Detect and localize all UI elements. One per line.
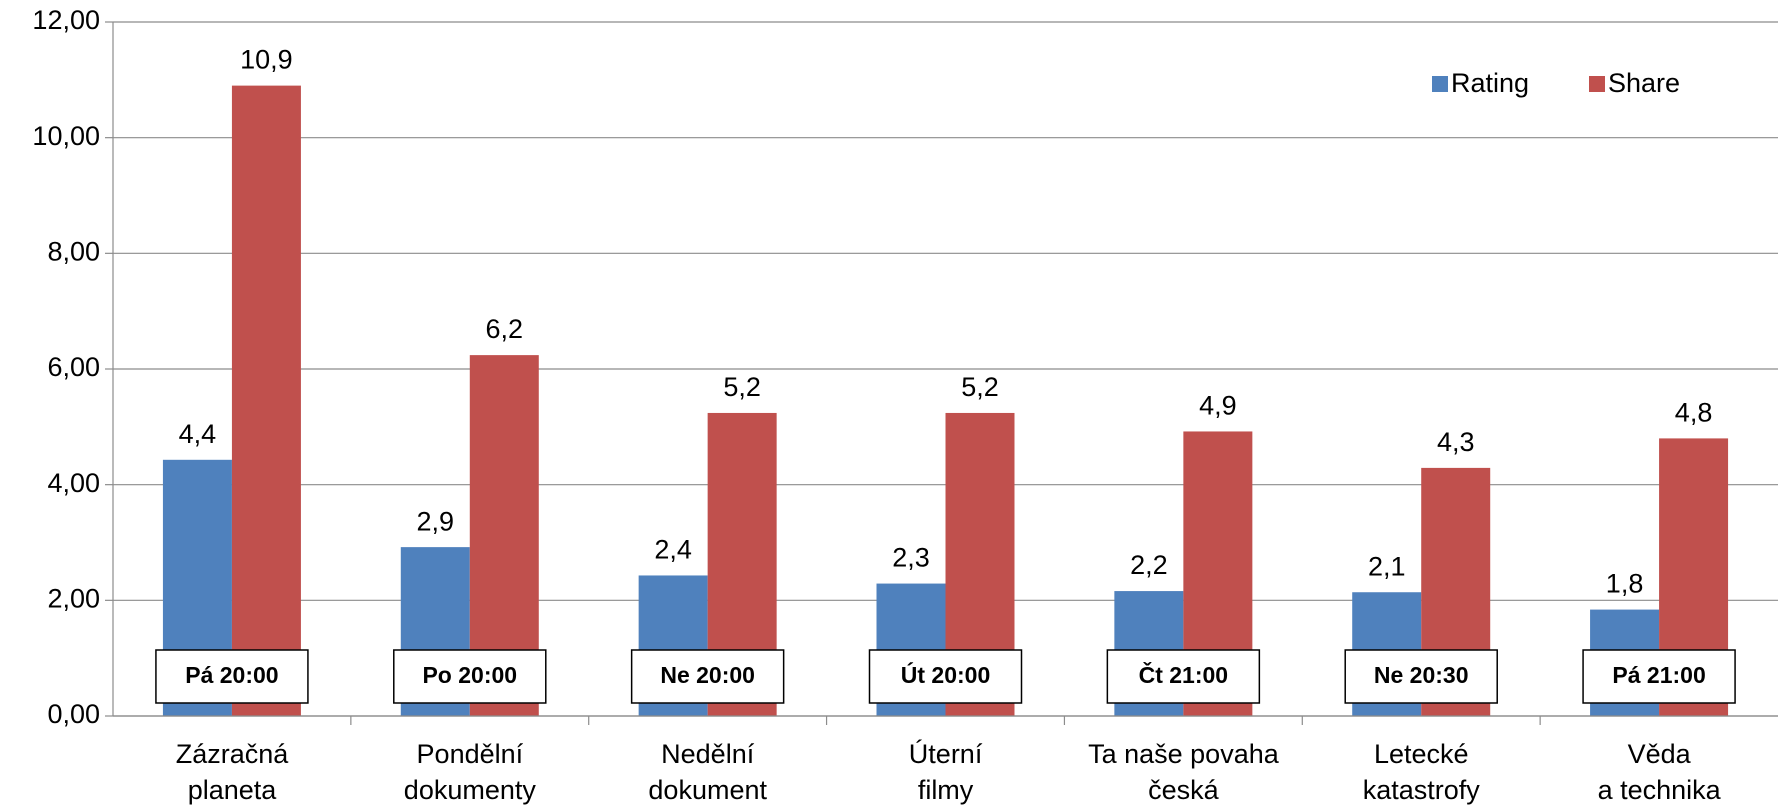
time-box <box>1106 649 1261 704</box>
y-tick-label: 0,00 <box>47 699 100 729</box>
time-box <box>393 649 547 704</box>
x-tick-label: Ta naše povaha česká <box>1088 739 1279 805</box>
time-label: Ne 20:00 <box>660 662 755 688</box>
y-tick-label: 4,00 <box>47 468 100 498</box>
data-label: 4,9 <box>1199 391 1237 421</box>
time-box <box>1344 649 1498 704</box>
y-tick-label: 6,00 <box>47 352 100 382</box>
data-label: 2,4 <box>654 535 692 565</box>
x-tick-label: Úterní filmy <box>908 739 983 805</box>
time-label: Po 20:00 <box>422 662 517 688</box>
time-box <box>630 649 785 704</box>
bar <box>231 85 301 716</box>
data-label: 6,2 <box>486 314 524 344</box>
data-label: 2,2 <box>1130 550 1168 580</box>
y-tick-label: 2,00 <box>47 583 100 613</box>
y-tick-label: 8,00 <box>47 236 100 266</box>
x-tick-label: Věda a technika <box>1597 739 1721 805</box>
time-label: Pá 21:00 <box>1612 662 1705 688</box>
legend-label: Share <box>1608 68 1680 98</box>
time-label: Ne 20:30 <box>1374 662 1469 688</box>
x-tick-label: Nedělní dokument <box>648 739 767 805</box>
x-tick-label: Pondělní dokumenty <box>403 739 536 805</box>
x-tick-label: Letecké katastrofy <box>1362 739 1480 805</box>
time-box <box>155 649 309 704</box>
legend-label: Rating <box>1451 68 1529 98</box>
data-label: 10,9 <box>240 45 293 75</box>
time-label: Čt 21:00 <box>1139 661 1228 688</box>
data-label: 1,8 <box>1606 569 1644 599</box>
data-label: 4,8 <box>1675 398 1713 428</box>
time-label: Út 20:00 <box>901 661 990 688</box>
time-box <box>868 649 1023 704</box>
legend-swatch <box>1589 76 1605 92</box>
data-label: 2,1 <box>1368 551 1406 581</box>
x-tick-label: Zázračná planeta <box>175 739 289 805</box>
data-label: 4,4 <box>179 419 217 449</box>
y-tick-label: 10,00 <box>32 121 100 151</box>
y-tick-label: 12,00 <box>32 5 100 35</box>
data-label: 5,2 <box>961 372 999 402</box>
data-label: 2,3 <box>892 543 930 573</box>
time-box <box>1582 649 1736 704</box>
data-label: 4,3 <box>1437 427 1475 457</box>
data-label: 2,9 <box>417 506 455 536</box>
legend-swatch <box>1432 76 1448 92</box>
data-label: 5,2 <box>723 372 761 402</box>
time-label: Pá 20:00 <box>185 662 278 688</box>
